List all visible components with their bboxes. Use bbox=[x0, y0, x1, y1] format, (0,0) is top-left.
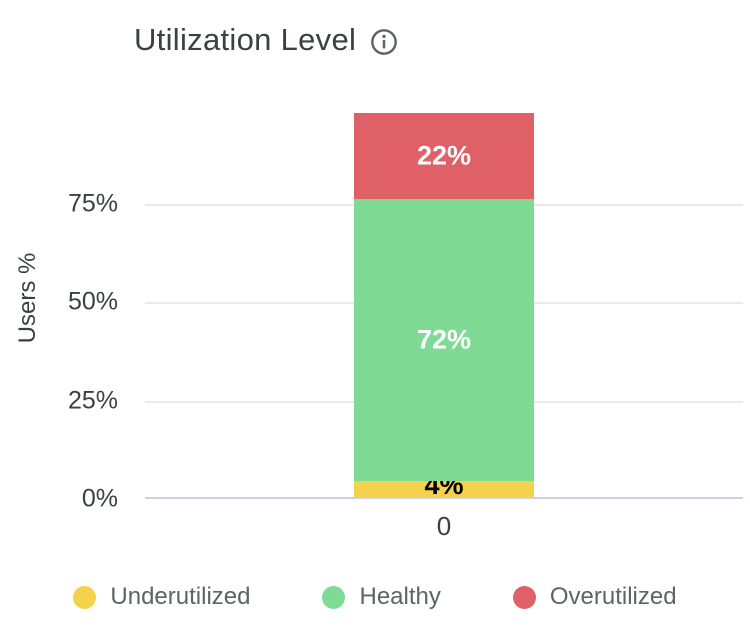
y-tick-label-25: 25% bbox=[67, 386, 118, 414]
x-axis-category-label: 0 bbox=[436, 511, 452, 541]
chart-header: Utilization Level bbox=[134, 20, 398, 60]
legend-label-underutilized: Underutilized bbox=[110, 583, 251, 610]
legend-label-overutilized: Overutilized bbox=[549, 583, 677, 610]
segment-label-overutilized: 22% bbox=[416, 140, 472, 171]
info-icon-glyph bbox=[371, 28, 398, 55]
y-tick-label-75: 75% bbox=[67, 189, 118, 217]
info-icon[interactable] bbox=[370, 28, 398, 56]
legend: Underutilized Healthy Overutilized bbox=[0, 583, 750, 611]
legend-dot-overutilized bbox=[512, 585, 536, 609]
legend-item-healthy[interactable]: Healthy bbox=[322, 583, 441, 611]
bar-segment-overutilized[interactable]: 22% bbox=[354, 112, 534, 200]
legend-dot-underutilized bbox=[73, 585, 97, 609]
y-tick-label-50: 50% bbox=[67, 287, 118, 316]
y-tick-label-0: 0% bbox=[81, 484, 118, 513]
plot-area: 4% 72% 22% bbox=[145, 105, 743, 500]
bar-segment-underutilized[interactable]: 4% bbox=[354, 470, 534, 500]
legend-dot-healthy bbox=[322, 585, 346, 609]
chart-title: Utilization Level bbox=[134, 22, 357, 57]
stacked-bar: 4% 72% 22% bbox=[354, 105, 534, 500]
y-axis-ticks: 0% 25% 50% 75% bbox=[0, 105, 118, 513]
x-axis-baseline bbox=[145, 497, 743, 499]
segment-label-healthy: 72% bbox=[416, 324, 472, 355]
legend-label-healthy: Healthy bbox=[359, 583, 441, 610]
legend-item-overutilized[interactable]: Overutilized bbox=[512, 583, 677, 611]
bar-segment-healthy[interactable]: 72% bbox=[354, 199, 534, 482]
legend-item-underutilized[interactable]: Underutilized bbox=[73, 583, 250, 611]
